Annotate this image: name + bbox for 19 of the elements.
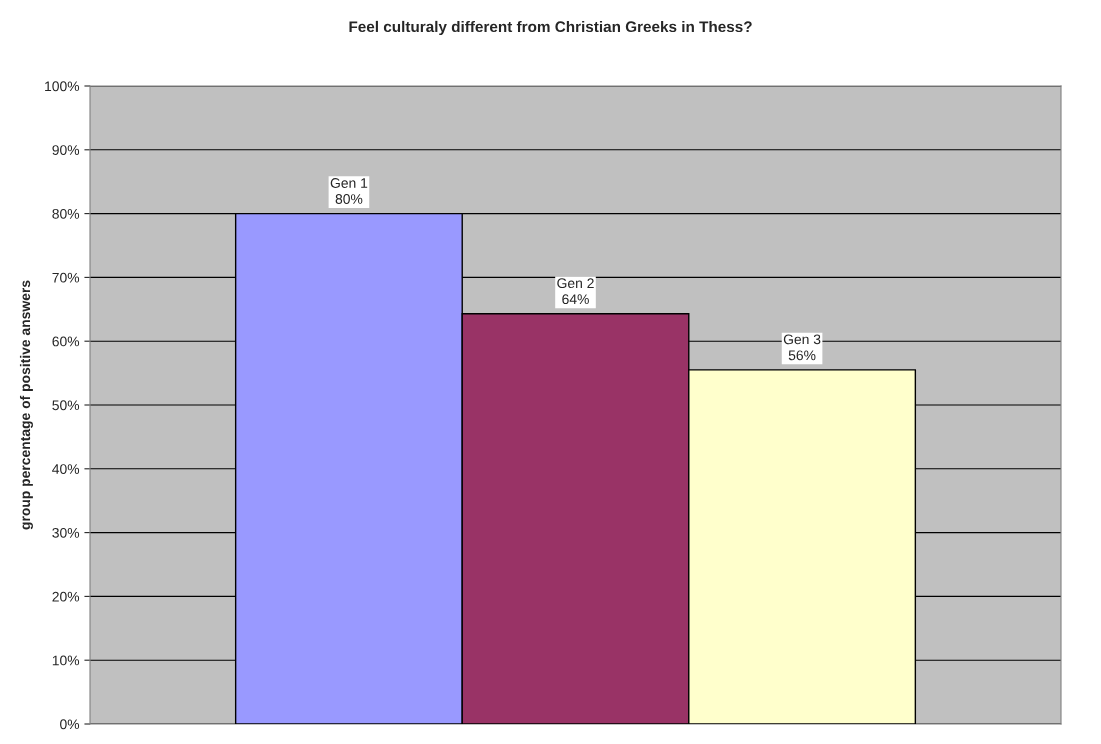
- y-tick-label: 30%: [52, 527, 80, 538]
- data-label: 56%: [788, 350, 816, 361]
- y-tick-label: 50%: [52, 400, 80, 411]
- y-tick-label: 40%: [52, 464, 80, 474]
- chart-title: Feel culturaly different from Christian Greeks in Thess?: [349, 20, 752, 36]
- y-tick-label: 0%: [60, 719, 80, 730]
- data-label: 64%: [562, 294, 589, 305]
- y-tick-label: 100%: [45, 81, 80, 92]
- series-label: Gen 1: [330, 178, 368, 188]
- y-tick-label: 20%: [52, 591, 80, 602]
- series-label: Gen 3: [783, 334, 821, 345]
- y-tick-label: 60%: [52, 336, 80, 347]
- y-axis-title: group percentage of positive answers: [19, 280, 33, 530]
- y-tick-label: 80%: [52, 208, 80, 219]
- y-tick-label: 70%: [52, 272, 80, 283]
- y-tick-label: 10%: [52, 655, 80, 666]
- series-label: Gen 2: [557, 278, 594, 289]
- data-label: 80%: [335, 194, 363, 204]
- y-tick-label: 90%: [52, 145, 80, 155]
